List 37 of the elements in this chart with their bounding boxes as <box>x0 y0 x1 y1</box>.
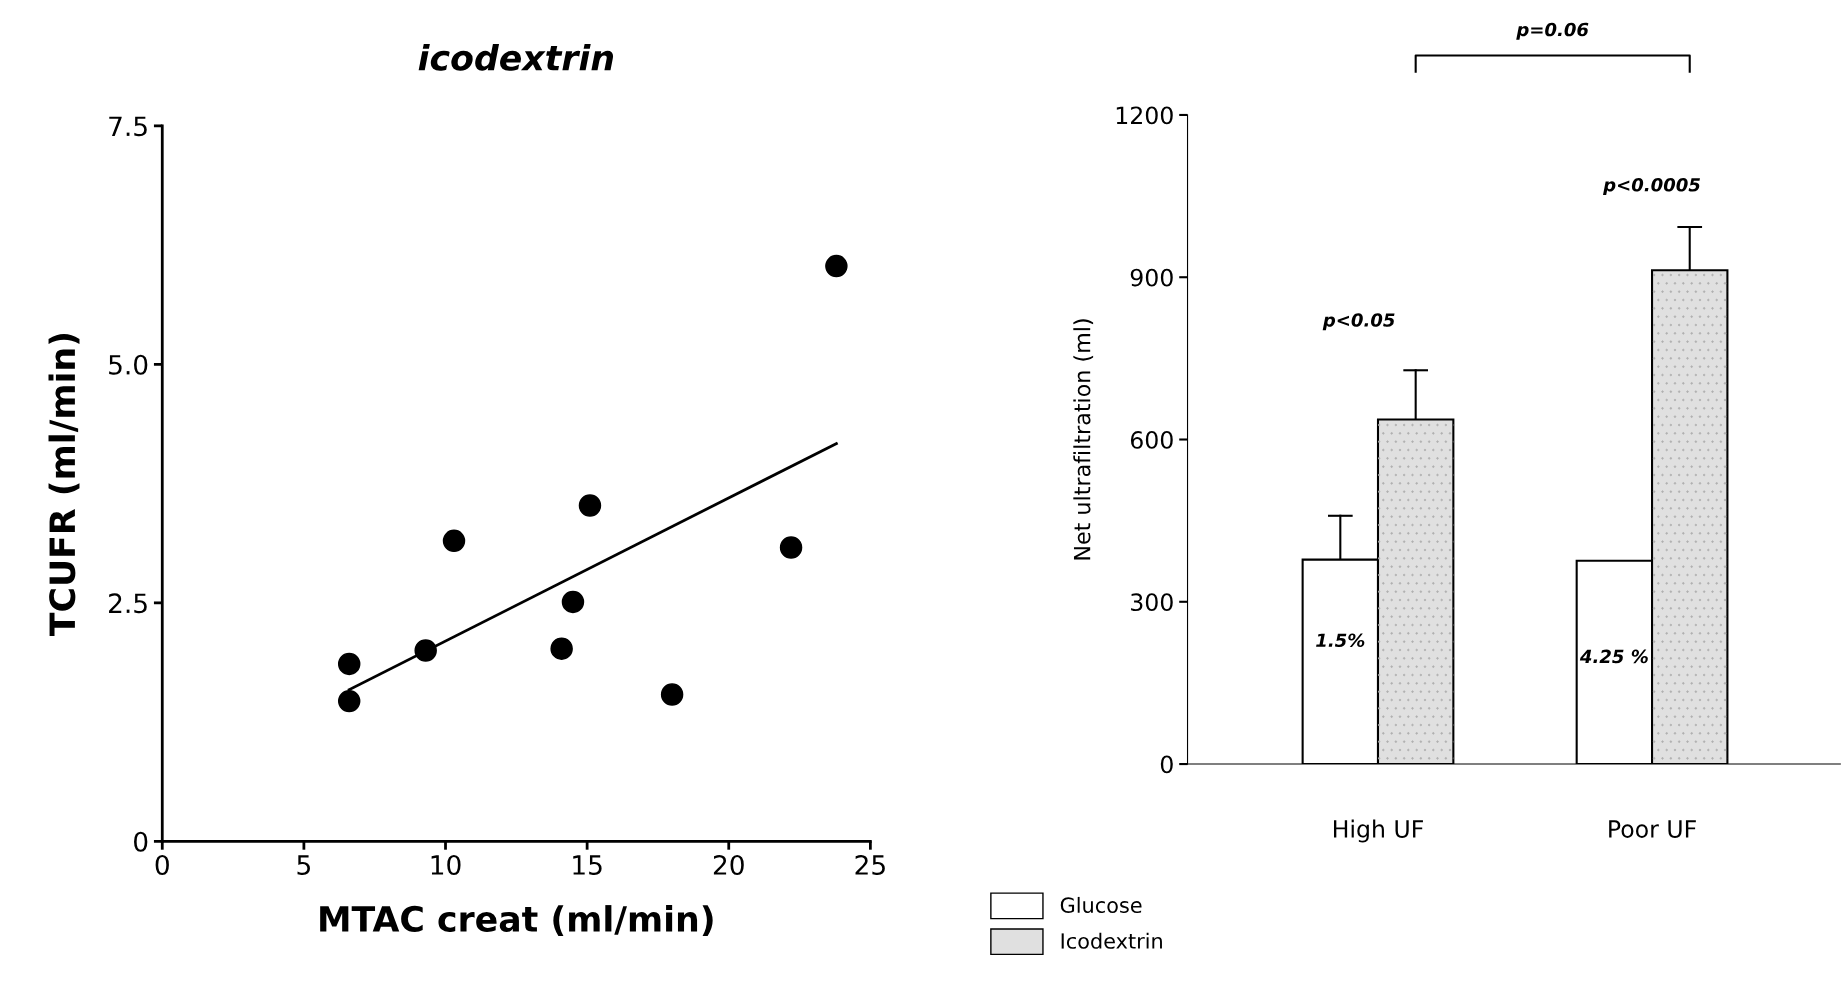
y-tick-label: 900 <box>1130 268 1173 287</box>
y-tick-label: 300 <box>1131 593 1173 612</box>
y-tick-label: 600 <box>1130 430 1173 449</box>
point <box>561 590 585 614</box>
point <box>442 529 466 553</box>
legend-label: Icodextrin <box>1061 932 1162 949</box>
point <box>414 639 437 662</box>
annotation: p<0.0005 <box>1603 177 1700 196</box>
x-tick-label: 20 <box>713 855 744 875</box>
x-tick-label: 25 <box>855 855 885 875</box>
x-tick-label: High UF <box>1334 819 1423 843</box>
point <box>660 683 684 706</box>
x-tick-label: 5 <box>297 855 310 875</box>
x-tick-label: Poor UF <box>1609 820 1696 838</box>
x-axis-title: MTAC creat (ml/min) <box>320 905 713 937</box>
x-tick-label: 10 <box>431 855 461 875</box>
point <box>337 652 361 676</box>
legend-label: Glucose <box>1060 896 1142 914</box>
y-tick-label: 2.5 <box>109 593 147 614</box>
annotation: 4.25 % <box>1579 649 1648 664</box>
annotation: p<0.05 <box>1322 313 1395 331</box>
point <box>337 689 361 713</box>
point <box>779 536 803 559</box>
y-tick-label: 1200 <box>1116 106 1173 125</box>
point <box>550 637 573 660</box>
annotation: 1.5% <box>1316 633 1365 648</box>
text: p=0.06 <box>1516 22 1589 40</box>
chart-title: icodextrin <box>418 43 614 71</box>
x-tick-label: 15 <box>573 855 602 875</box>
point <box>825 254 848 278</box>
y-axis-title: TCUFR (ml/min) <box>48 333 80 637</box>
x-tick-label: 0 <box>155 855 169 875</box>
y-axis-title: Net ultrafiltration (ml) <box>1073 319 1094 560</box>
y-tick-label: 0 <box>1160 755 1173 774</box>
y-tick-label: 5.0 <box>109 354 148 375</box>
point <box>578 494 602 517</box>
y-tick-label: 7.5 <box>109 116 147 137</box>
